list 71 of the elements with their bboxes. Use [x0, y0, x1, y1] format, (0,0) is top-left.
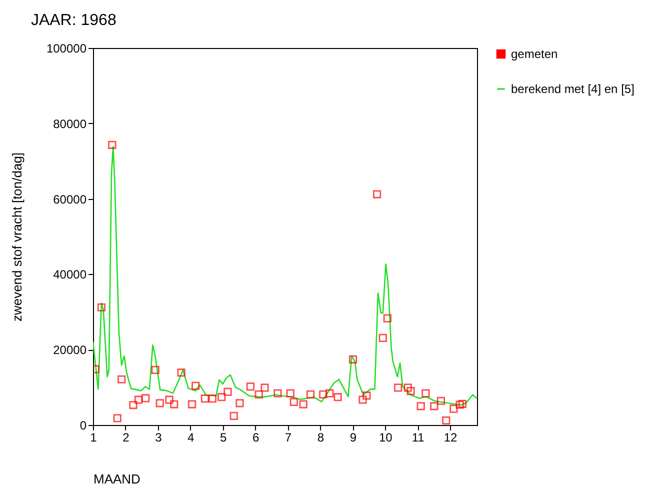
point	[260, 384, 269, 392]
y-tick-label: 100000	[46, 42, 87, 56]
y-axis-title: zwevend stof vracht [ton/dag]	[9, 152, 24, 322]
point	[383, 314, 392, 322]
x-tick-label: 3	[155, 430, 162, 444]
point	[224, 388, 232, 396]
x-tick-label: 11	[412, 430, 425, 444]
point	[456, 400, 464, 409]
chart-title: JAAR: 1968	[30, 12, 116, 29]
point	[192, 382, 200, 390]
point	[404, 384, 412, 392]
x-tick-label: 2	[122, 430, 130, 444]
point	[188, 400, 196, 408]
point	[394, 384, 402, 392]
point	[108, 140, 116, 149]
x-tick-label: 9	[350, 430, 357, 444]
point	[290, 398, 298, 406]
point	[230, 412, 238, 420]
point	[458, 400, 466, 408]
point	[450, 404, 458, 413]
legend-label: gemeten	[511, 47, 558, 61]
point	[416, 402, 425, 410]
point	[319, 390, 328, 399]
point	[348, 355, 358, 364]
point	[208, 394, 217, 403]
point	[299, 400, 308, 408]
point	[236, 399, 244, 408]
x-tick-label: 12	[444, 430, 458, 444]
point	[254, 390, 263, 399]
x-tick-label: 6	[252, 430, 260, 444]
point	[97, 303, 106, 312]
point	[129, 400, 138, 410]
x-tick-label: 5	[220, 430, 227, 444]
point	[306, 390, 315, 399]
legend-label: berekend met [4] en [5]	[511, 82, 634, 96]
point	[151, 366, 160, 374]
point	[113, 414, 122, 422]
point	[358, 396, 367, 404]
point	[430, 402, 438, 410]
point	[156, 399, 164, 408]
point	[422, 389, 430, 398]
point	[246, 382, 254, 391]
point	[118, 375, 126, 384]
point	[217, 393, 226, 402]
y-tick-label: 80000	[53, 116, 87, 131]
point	[274, 389, 282, 398]
x-axis-title: MAAND	[94, 472, 140, 486]
x-tick-label: 1	[90, 430, 98, 444]
point	[326, 389, 334, 398]
point	[362, 392, 371, 400]
point	[334, 393, 342, 402]
x-tick-label: 7	[284, 430, 292, 444]
point	[165, 396, 174, 404]
point	[177, 368, 186, 377]
y-tick-label: 60000	[53, 192, 87, 206]
point	[170, 400, 178, 408]
point	[134, 396, 142, 404]
point	[436, 396, 446, 405]
y-tick-label: 40000	[53, 268, 87, 282]
y-tick-label: 20000	[53, 343, 87, 358]
y-tick-label: 0	[80, 418, 87, 432]
point	[200, 394, 210, 403]
x-tick-label: 10	[378, 430, 393, 444]
x-tick-label: 4	[188, 430, 195, 444]
point	[378, 334, 387, 342]
point	[372, 190, 382, 198]
point	[442, 416, 450, 425]
point	[142, 394, 150, 402]
point	[286, 389, 294, 398]
point	[406, 387, 415, 396]
x-tick-label: 8	[317, 430, 324, 444]
